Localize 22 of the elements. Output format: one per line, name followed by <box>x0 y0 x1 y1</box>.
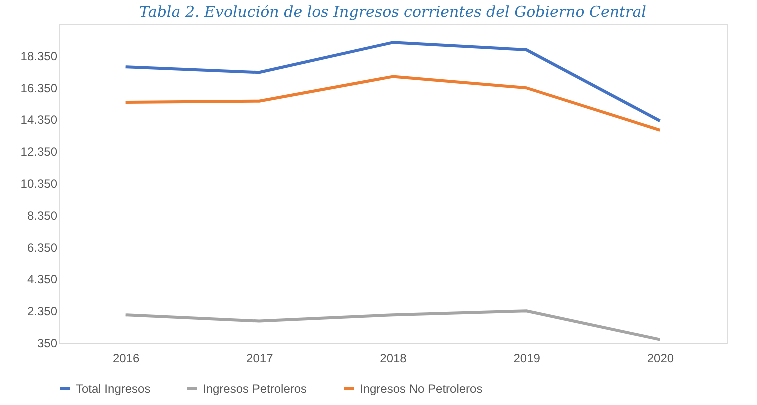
legend-label: Ingresos Petroleros <box>203 382 308 396</box>
x-tick-label: 2018 <box>380 352 408 366</box>
y-tick-label: 18.350 <box>20 49 58 64</box>
x-tick-label: 2017 <box>246 352 274 366</box>
y-tick-label: 12.350 <box>20 145 58 160</box>
x-tick-label: 2020 <box>647 352 674 366</box>
chart-title: Tabla 2. Evolución de los Ingresos corrientes del Gobierno Central <box>140 3 647 21</box>
x-tick-label: 2016 <box>112 352 140 366</box>
line-series <box>124 75 662 132</box>
y-tick-label: 8.350 <box>27 208 58 223</box>
y-tick-label: 2.350 <box>27 304 58 319</box>
x-tick-label: 2019 <box>514 352 541 366</box>
line-series <box>124 310 662 342</box>
legend-label: Total Ingresos <box>76 382 151 396</box>
y-tick-label: 6.350 <box>27 240 58 255</box>
line-series <box>124 41 662 123</box>
y-tick-label: 350 <box>37 336 58 350</box>
legend-label: Ingresos No Petroleros <box>360 382 483 396</box>
y-tick-label: 16.350 <box>20 81 58 96</box>
y-tick-label: 14.350 <box>20 113 58 128</box>
y-tick-label: 10.350 <box>20 177 58 191</box>
y-tick-label: 4.350 <box>27 272 58 287</box>
